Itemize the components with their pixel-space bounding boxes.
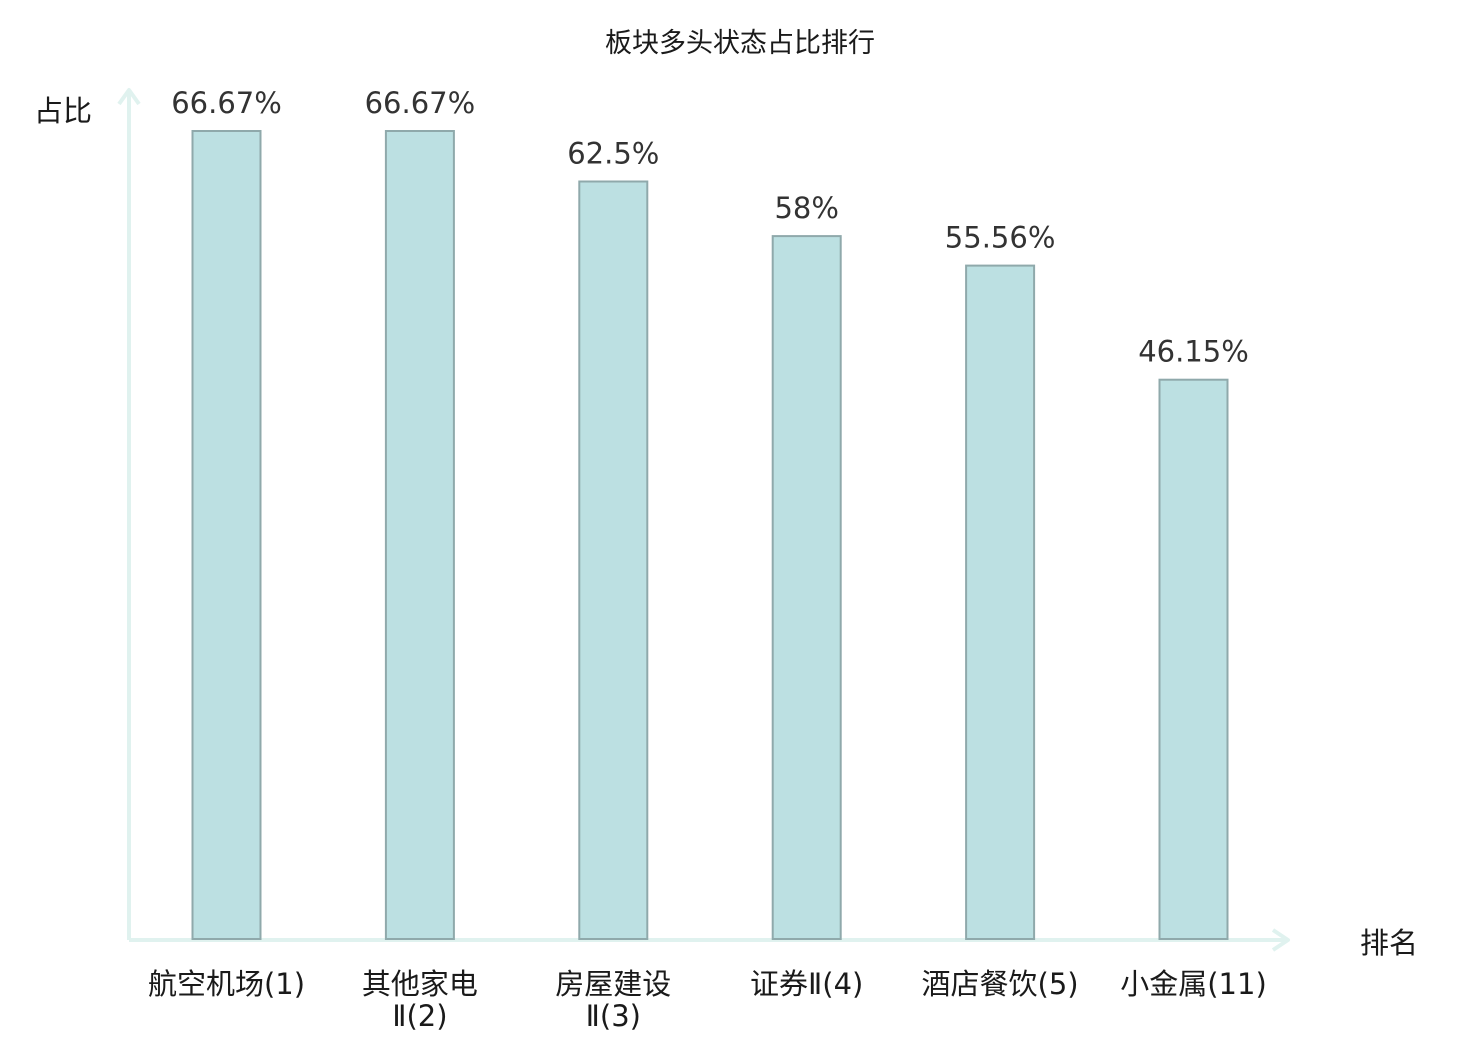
category-label-line: 航空机场(1) — [148, 967, 305, 1001]
category-label-line: 其他家电 — [362, 967, 478, 1001]
value-label-3: 62.5% — [567, 137, 659, 171]
category-label-4: 证券Ⅱ(4) — [750, 967, 863, 1001]
chart-title: 板块多头状态占比排行 — [605, 28, 875, 59]
category-label-3: 房屋建设 Ⅱ(3) — [555, 967, 671, 1033]
category-labels: 航空机场(1) 其他家电 Ⅱ(2) 房屋建设 Ⅱ(3) 证券Ⅱ(4) 酒店餐饮(5) 小金属(… — [148, 967, 1267, 1033]
y-axis — [117, 88, 141, 940]
bar-2 — [384, 130, 455, 940]
value-label-2: 66.67% — [365, 86, 476, 120]
y-axis-label: 占比 — [34, 94, 92, 128]
x-axis-label: 排名 — [1360, 926, 1418, 960]
x-axis-arrow — [1271, 928, 1290, 952]
value-label-6: 46.15% — [1138, 335, 1249, 369]
category-label-6: 小金属(11) — [1120, 967, 1267, 1001]
category-label-5: 酒店餐饮(5) — [922, 967, 1079, 1001]
category-label-line: Ⅱ(3) — [586, 999, 641, 1033]
value-label-5: 55.56% — [945, 221, 1056, 255]
y-axis-arrow — [117, 88, 141, 106]
category-label-line: 证券Ⅱ(4) — [750, 967, 863, 1001]
bar-3 — [578, 180, 649, 940]
bar-1 — [191, 130, 262, 940]
x-axis — [129, 928, 1290, 952]
value-labels: 66.67% 66.67% 62.5% 58% 55.56% 46.15% — [171, 86, 1249, 369]
category-label-line: 酒店餐饮(5) — [922, 967, 1079, 1001]
category-label-line: 房屋建设 — [555, 967, 671, 1001]
bar-6 — [1158, 378, 1229, 940]
value-label-1: 66.67% — [171, 86, 282, 120]
category-label-1: 航空机场(1) — [148, 967, 305, 1001]
bar-5 — [965, 264, 1036, 941]
category-label-2: 其他家电 Ⅱ(2) — [362, 967, 478, 1033]
bars — [191, 130, 1229, 941]
category-label-line: Ⅱ(2) — [392, 999, 447, 1033]
bar-4 — [771, 235, 842, 941]
category-label-line: 小金属(11) — [1120, 967, 1267, 1001]
value-label-4: 58% — [774, 191, 838, 225]
